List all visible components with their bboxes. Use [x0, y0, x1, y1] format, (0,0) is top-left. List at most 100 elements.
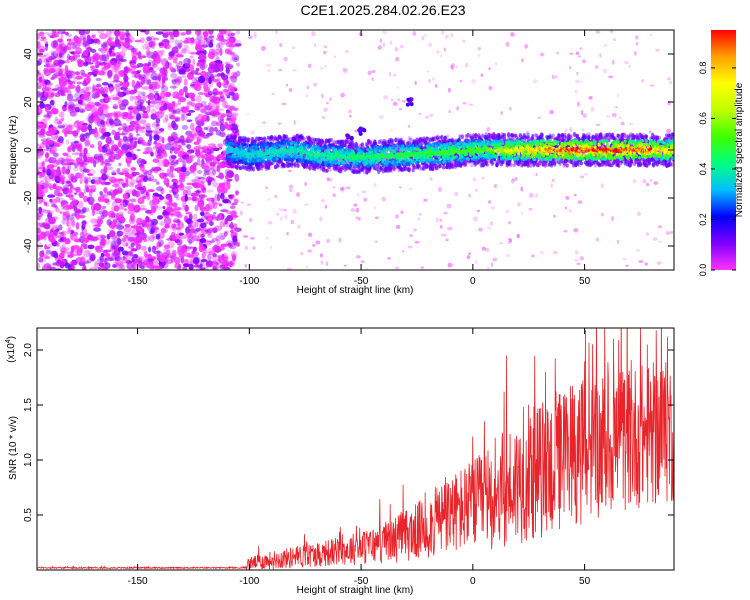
spectrogram-noise-pixel: [395, 214, 399, 219]
spectrogram-noise-pixel: [181, 124, 189, 131]
spectrogram-noise-pixel: [196, 256, 201, 263]
spectrogram-noise-pixel: [198, 58, 206, 63]
spectrogram-noise-pixel: [395, 225, 401, 229]
spectrogram-noise-pixel: [390, 128, 393, 131]
spectrogram-noise-pixel: [78, 125, 86, 131]
spectrogram-noise-pixel: [267, 221, 273, 225]
spectrogram-noise-pixel: [454, 191, 459, 197]
spectrogram-noise-pixel: [200, 211, 205, 217]
spectrogram-noise-pixel: [223, 98, 227, 106]
spectrogram-noise-pixel: [277, 122, 282, 125]
spectrogram-noise-pixel: [197, 169, 203, 175]
spectrogram-noise-pixel: [603, 44, 608, 47]
spectrogram-noise-pixel: [361, 190, 366, 194]
spectrogram-noise-pixel: [193, 213, 198, 222]
spectrogram-noise-pixel: [321, 93, 324, 99]
spectrogram-noise-pixel: [131, 52, 139, 61]
spectrogram-noise-pixel: [39, 102, 45, 109]
spectrogram-noise-pixel: [244, 245, 249, 251]
spectrogram-noise-pixel: [126, 151, 133, 158]
spectrogram-noise-pixel: [87, 197, 91, 202]
spectrogram-noise-pixel: [468, 103, 474, 106]
spectrogram-noise-pixel: [93, 227, 101, 232]
spectrogram-noise-pixel: [184, 186, 193, 190]
spectrogram-noise-pixel: [221, 267, 231, 270]
spectrogram-noise-pixel: [373, 206, 376, 210]
spectrogram-noise-pixel: [82, 264, 87, 270]
spectrogram-noise-pixel: [390, 98, 394, 102]
spectrogram-noise-pixel: [97, 70, 106, 76]
spectrogram-noise-pixel: [140, 91, 146, 96]
spectrogram-noise-pixel: [466, 255, 471, 260]
spectrogram-noise-pixel: [107, 210, 116, 218]
spectrogram-noise-pixel: [92, 85, 100, 91]
spectrogram-band-pixel: [463, 162, 468, 167]
spectrogram-noise-pixel: [160, 143, 167, 152]
spectrogram-noise-pixel: [189, 55, 194, 59]
spectrogram-noise-pixel: [79, 136, 86, 142]
spectrogram-noise-pixel: [233, 57, 238, 61]
spectrogram-noise-pixel: [90, 48, 97, 53]
spectrogram-noise-pixel: [383, 95, 389, 100]
spectrogram-noise-pixel: [225, 240, 234, 247]
spectrogram-noise-pixel: [474, 188, 479, 192]
spectrogram-noise-pixel: [436, 49, 440, 55]
spectrogram-noise-pixel: [237, 124, 240, 128]
spectrogram-noise-pixel: [606, 115, 611, 118]
spectrogram-noise-pixel: [73, 103, 82, 110]
spectrogram-noise-pixel: [382, 42, 386, 48]
spectrogram-noise-pixel: [398, 186, 402, 189]
spectrogram-noise-pixel: [448, 110, 451, 113]
spectrogram-noise-pixel: [288, 88, 293, 92]
spectrogram-noise-pixel: [65, 214, 75, 221]
spectrogram-noise-pixel: [79, 33, 86, 41]
spectrogram-noise-pixel: [44, 175, 52, 183]
spectrogram-noise-pixel: [148, 86, 155, 94]
spectrogram-noise-pixel: [145, 94, 153, 98]
spectrogram-noise-pixel: [190, 179, 197, 183]
spectrogram-noise-pixel: [76, 81, 83, 85]
spectrogram-noise-pixel: [217, 115, 225, 122]
spectrogram-noise-pixel: [155, 123, 160, 127]
spectrogram-noise-pixel: [360, 260, 365, 264]
spectrogram-noise-pixel: [205, 231, 212, 235]
spectrogram-noise-pixel: [216, 185, 225, 193]
spectrogram-noise-pixel: [38, 256, 44, 263]
spectrogram-noise-pixel: [150, 72, 159, 81]
spectrogram-noise-pixel: [99, 98, 106, 103]
spectrogram-noise-pixel: [608, 75, 614, 79]
spectrogram-noise-pixel: [142, 195, 147, 200]
spectrogram-noise-pixel: [40, 36, 47, 40]
spectrogram-noise-pixel: [622, 257, 628, 261]
spectrogram-noise-pixel: [126, 262, 134, 270]
spectrogram-noise-pixel: [168, 51, 175, 57]
spectrogram-noise-pixel: [219, 38, 228, 42]
spectrogram-noise-pixel: [42, 222, 46, 226]
spectrogram-noise-pixel: [192, 182, 198, 188]
spectrogram-noise-pixel: [319, 66, 324, 70]
spectrogram-noise-pixel: [72, 77, 77, 85]
spectrogram-noise-pixel: [201, 215, 209, 220]
spectrogram-noise-pixel: [184, 37, 188, 43]
spectrogram-noise-pixel: [54, 152, 59, 160]
spectrogram-noise-pixel: [524, 43, 529, 49]
spectrogram-noise-pixel: [109, 119, 114, 126]
spectrogram-noise-pixel: [206, 189, 214, 193]
spectrogram-noise-pixel: [645, 182, 650, 187]
spectrogram-noise-pixel: [239, 210, 243, 216]
spectrogram-noise-pixel: [37, 85, 42, 90]
spectrogram-noise-pixel: [215, 55, 220, 64]
spectrogram-noise-pixel: [150, 35, 156, 43]
spectrogram-noise-pixel: [115, 244, 119, 249]
spectrogram-noise-pixel: [355, 207, 360, 213]
spectrogram-noise-pixel: [129, 95, 134, 102]
spectrogram-noise-pixel: [58, 64, 62, 68]
spectrogram-noise-pixel: [72, 53, 78, 62]
spectrogram-noise-pixel: [140, 265, 145, 270]
spectrogram-noise-pixel: [101, 104, 109, 110]
spectrogram-noise-pixel: [374, 240, 378, 243]
spectrogram-noise-pixel: [392, 73, 397, 77]
spectrogram-noise-pixel: [188, 263, 194, 270]
spectrogram-noise-pixel: [450, 33, 454, 37]
spectrogram-noise-pixel: [59, 245, 66, 253]
